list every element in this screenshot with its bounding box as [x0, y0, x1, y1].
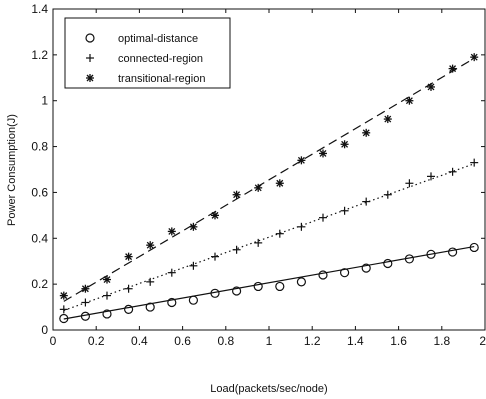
- point-transitional-region-17: [427, 82, 435, 91]
- x-tick-label: 0.8: [217, 334, 234, 348]
- y-tick-label: 1.2: [31, 48, 48, 62]
- x-tick-label: 0.6: [174, 334, 191, 348]
- x-tick-label: 1.2: [304, 334, 321, 348]
- data-markers: [59, 53, 479, 324]
- point-connected-region-12: [319, 213, 327, 222]
- point-optimal-distance-18: [448, 247, 458, 257]
- point-connected-region-0: [59, 305, 68, 314]
- point-transitional-region-5: [167, 227, 176, 236]
- point-optimal-distance-16: [404, 254, 414, 264]
- point-connected-region-3: [124, 284, 133, 293]
- x-tick-label: 0.4: [131, 334, 148, 348]
- axis-ticks: [52, 8, 486, 331]
- x-tick-label: 1.6: [390, 334, 407, 348]
- y-tick-label: 0.6: [31, 185, 48, 199]
- point-transitional-region-15: [383, 115, 392, 124]
- point-optimal-distance-17: [426, 249, 436, 259]
- point-optimal-distance-3: [124, 304, 134, 314]
- point-optimal-distance-4: [145, 302, 155, 312]
- legend-label-transitional-region: transitional-region: [118, 73, 205, 85]
- legend-marker-optimal-distance: [85, 33, 95, 43]
- point-transitional-region-14: [362, 128, 371, 137]
- y-tick-label: 0: [41, 323, 48, 337]
- y-tick-label: 0.8: [31, 140, 48, 154]
- legend-label-optimal-distance: optimal-distance: [118, 33, 198, 45]
- point-connected-region-18: [448, 167, 457, 176]
- point-connected-region-4: [146, 277, 155, 286]
- point-transitional-region-0: [59, 291, 68, 300]
- point-optimal-distance-11: [296, 277, 306, 287]
- point-connected-region-7: [211, 252, 219, 261]
- legend-marker-transitional-region: [86, 74, 94, 82]
- point-transitional-region-6: [189, 222, 198, 231]
- x-tick-label: 0.2: [88, 334, 105, 348]
- point-transitional-region-18: [448, 64, 457, 73]
- point-transitional-region-7: [211, 211, 219, 220]
- point-connected-region-8: [232, 245, 241, 254]
- point-transitional-region-13: [340, 140, 349, 149]
- point-connected-region-6: [189, 261, 198, 270]
- x-tick-label: 0: [50, 334, 57, 348]
- point-connected-region-1: [81, 298, 90, 307]
- point-transitional-region-4: [146, 241, 155, 250]
- y-tick-label: 0.4: [31, 231, 48, 245]
- x-axis-title: Load(packets/sec/node): [210, 383, 327, 395]
- legend: optimal-distance connected-region transi…: [64, 17, 231, 89]
- point-optimal-distance-0: [59, 313, 69, 324]
- x-tick-label: 1: [266, 334, 273, 348]
- point-connected-region-11: [297, 222, 306, 231]
- point-transitional-region-8: [232, 190, 241, 199]
- point-transitional-region-2: [103, 275, 111, 284]
- point-optimal-distance-19: [469, 242, 479, 253]
- point-optimal-distance-7: [210, 288, 220, 298]
- fit-line-connected-region: [63, 163, 475, 312]
- point-connected-region-2: [103, 291, 111, 300]
- point-transitional-region-11: [297, 156, 306, 165]
- point-optimal-distance-1: [80, 311, 91, 321]
- point-connected-region-16: [405, 179, 414, 188]
- x-tick-label: 2: [479, 334, 486, 348]
- legend-symbols: [85, 33, 95, 82]
- point-connected-region-15: [383, 190, 392, 199]
- point-optimal-distance-15: [383, 258, 393, 269]
- point-transitional-region-1: [81, 284, 90, 293]
- point-optimal-distance-9: [253, 281, 263, 292]
- point-connected-region-13: [340, 206, 349, 215]
- legend-marker-connected-region: [86, 54, 94, 62]
- x-tick-label: 1.8: [433, 334, 450, 348]
- point-transitional-region-10: [275, 179, 284, 188]
- point-optimal-distance-5: [167, 297, 177, 308]
- legend-label-connected-region: connected-region: [118, 53, 203, 65]
- point-connected-region-10: [275, 229, 284, 238]
- point-optimal-distance-13: [340, 268, 350, 278]
- point-connected-region-19: [470, 158, 479, 167]
- point-connected-region-5: [167, 268, 176, 277]
- y-tick-label: 0.2: [31, 277, 48, 291]
- point-connected-region-17: [427, 172, 435, 181]
- x-tick-label: 1.4: [347, 334, 364, 348]
- point-transitional-region-16: [405, 96, 414, 105]
- point-optimal-distance-10: [275, 281, 285, 292]
- point-transitional-region-19: [470, 53, 479, 62]
- fit-line-transitional-region: [63, 57, 475, 302]
- point-optimal-distance-6: [188, 295, 198, 305]
- point-optimal-distance-14: [361, 263, 371, 273]
- point-transitional-region-12: [319, 149, 327, 158]
- y-axis-title: Power Consumption(J): [6, 114, 18, 226]
- point-transitional-region-3: [124, 252, 133, 261]
- y-tick-label: 1: [41, 94, 48, 108]
- point-connected-region-9: [254, 238, 263, 247]
- tick-labels: 0 0.2 0.4 0.6 0.8 1 1.2 1.4 1.6 1.8 2 0 0.2 0.4 0.6 0.8…: [31, 2, 486, 348]
- point-connected-region-14: [362, 197, 371, 206]
- point-optimal-distance-2: [102, 309, 112, 319]
- y-tick-label: 1.4: [31, 2, 48, 16]
- point-optimal-distance-12: [318, 270, 328, 280]
- point-optimal-distance-8: [232, 286, 242, 296]
- point-transitional-region-9: [254, 183, 263, 192]
